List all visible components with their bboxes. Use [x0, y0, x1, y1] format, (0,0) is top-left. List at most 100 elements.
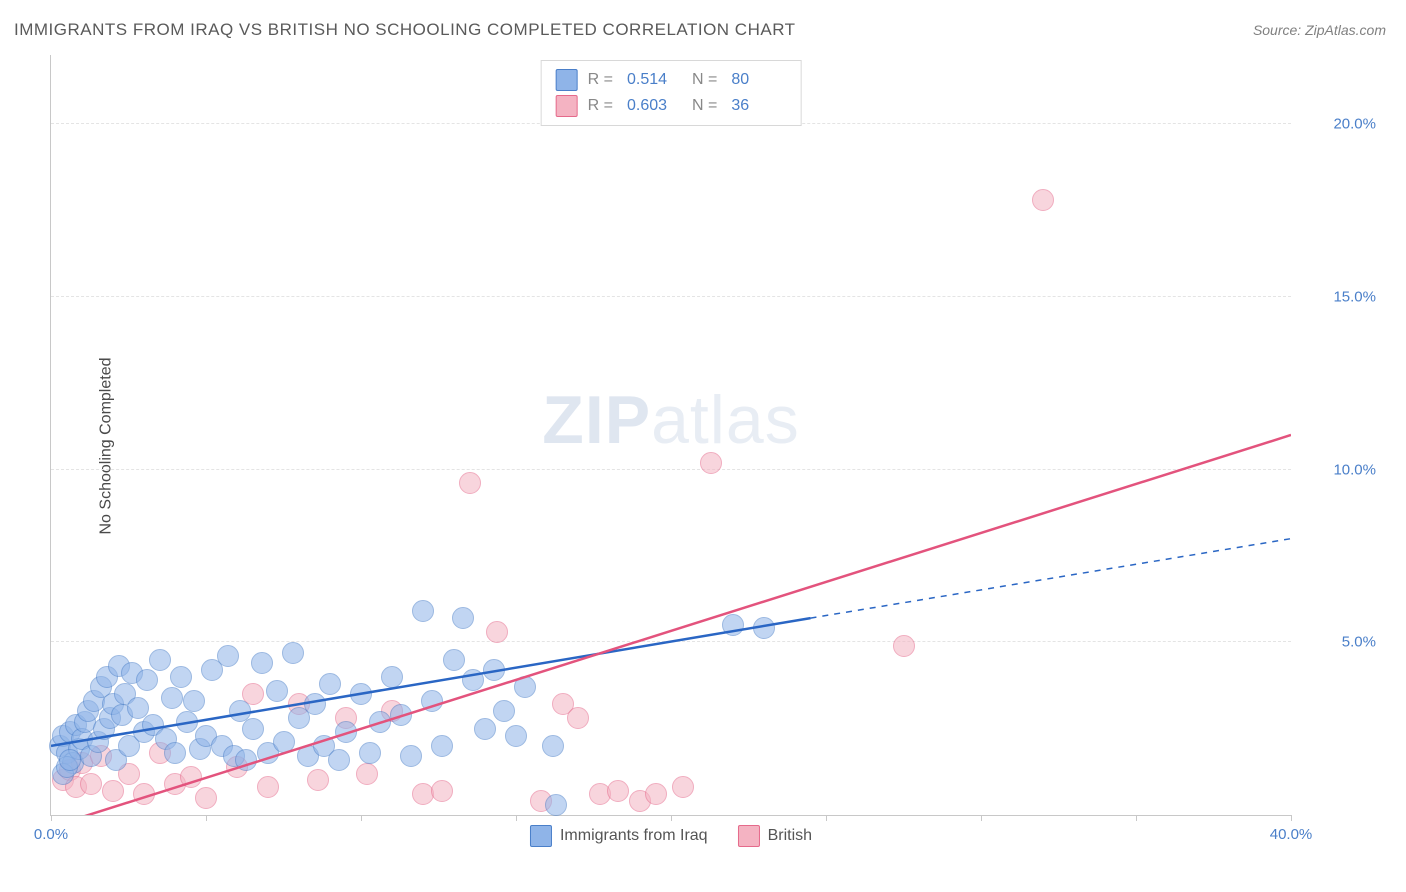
data-point — [545, 794, 567, 816]
data-point — [672, 776, 694, 798]
data-point — [700, 452, 722, 474]
data-point — [359, 742, 381, 764]
data-point — [251, 652, 273, 674]
x-tick-mark — [826, 815, 827, 821]
data-point — [328, 749, 350, 771]
data-point — [722, 614, 744, 636]
data-point — [195, 787, 217, 809]
data-point — [369, 711, 391, 733]
data-point — [170, 666, 192, 688]
data-point — [462, 669, 484, 691]
data-point — [350, 683, 372, 705]
x-tick-mark — [981, 815, 982, 821]
legend-item: Immigrants from Iraq — [530, 825, 708, 847]
data-point — [266, 680, 288, 702]
data-point — [493, 700, 515, 722]
x-tick-mark — [1136, 815, 1137, 821]
y-tick-label: 15.0% — [1333, 288, 1376, 305]
x-tick-mark — [1291, 815, 1292, 821]
data-point — [607, 780, 629, 802]
data-point — [80, 773, 102, 795]
data-point — [183, 690, 205, 712]
data-point — [242, 718, 264, 740]
legend-n-value: 80 — [731, 71, 786, 89]
data-point — [356, 763, 378, 785]
x-tick-mark — [671, 815, 672, 821]
data-point — [443, 649, 465, 671]
data-point — [645, 783, 667, 805]
legend-label: Immigrants from Iraq — [560, 827, 708, 845]
data-point — [421, 690, 443, 712]
legend-n-label: N = — [692, 71, 717, 89]
data-point — [431, 780, 453, 802]
data-point — [319, 673, 341, 695]
data-point — [149, 649, 171, 671]
legend-r-label: R = — [588, 71, 613, 89]
data-point — [542, 735, 564, 757]
gridline-horizontal — [51, 296, 1291, 297]
data-point — [217, 645, 239, 667]
data-point — [567, 707, 589, 729]
legend-row: R = 0.514 N = 80 — [556, 67, 787, 93]
data-point — [474, 718, 496, 740]
trend-line-extrapolated — [811, 539, 1292, 618]
legend-swatch — [556, 95, 578, 117]
data-point — [235, 749, 257, 771]
data-point — [412, 600, 434, 622]
data-point — [59, 749, 81, 771]
data-point — [483, 659, 505, 681]
x-tick-mark — [51, 815, 52, 821]
x-tick-mark — [361, 815, 362, 821]
data-point — [753, 617, 775, 639]
legend-n-value: 36 — [731, 97, 786, 115]
x-tick-mark — [206, 815, 207, 821]
legend-swatch — [556, 69, 578, 91]
watermark-strong: ZIP — [542, 382, 651, 458]
y-tick-label: 20.0% — [1333, 116, 1376, 133]
y-tick-label: 5.0% — [1342, 634, 1376, 651]
data-point — [133, 783, 155, 805]
data-point — [282, 642, 304, 664]
y-tick-label: 10.0% — [1333, 461, 1376, 478]
watermark-light: atlas — [651, 382, 800, 458]
chart-title: IMMIGRANTS FROM IRAQ VS BRITISH NO SCHOO… — [14, 20, 796, 40]
series-legend: Immigrants from Iraq British — [530, 825, 812, 847]
legend-r-label: R = — [588, 97, 613, 115]
legend-swatch — [530, 825, 552, 847]
legend-r-value: 0.514 — [627, 71, 682, 89]
data-point — [452, 607, 474, 629]
data-point — [400, 745, 422, 767]
trend-line — [51, 618, 811, 746]
data-point — [164, 742, 186, 764]
legend-label: British — [768, 827, 812, 845]
gridline-horizontal — [51, 641, 1291, 642]
data-point — [307, 769, 329, 791]
data-point — [335, 721, 357, 743]
data-point — [180, 766, 202, 788]
data-point — [459, 472, 481, 494]
x-tick-label: 0.0% — [34, 826, 68, 843]
data-point — [514, 676, 536, 698]
watermark: ZIPatlas — [542, 381, 799, 459]
data-point — [161, 687, 183, 709]
gridline-horizontal — [51, 469, 1291, 470]
data-point — [176, 711, 198, 733]
data-point — [486, 621, 508, 643]
data-point — [102, 780, 124, 802]
correlation-legend: R = 0.514 N = 80 R = 0.603 N = 36 — [541, 60, 802, 126]
data-point — [136, 669, 158, 691]
legend-item: British — [738, 825, 812, 847]
legend-r-value: 0.603 — [627, 97, 682, 115]
data-point — [390, 704, 412, 726]
data-point — [257, 776, 279, 798]
legend-n-label: N = — [692, 97, 717, 115]
data-point — [505, 725, 527, 747]
plot-region: ZIPatlas R = 0.514N = 80R = 0.603N = 36 … — [50, 55, 1291, 816]
legend-row: R = 0.603 N = 36 — [556, 93, 787, 119]
data-point — [431, 735, 453, 757]
legend-swatch — [738, 825, 760, 847]
source-attribution: Source: ZipAtlas.com — [1253, 22, 1386, 38]
data-point — [1032, 189, 1054, 211]
data-point — [381, 666, 403, 688]
x-tick-label: 40.0% — [1270, 826, 1313, 843]
